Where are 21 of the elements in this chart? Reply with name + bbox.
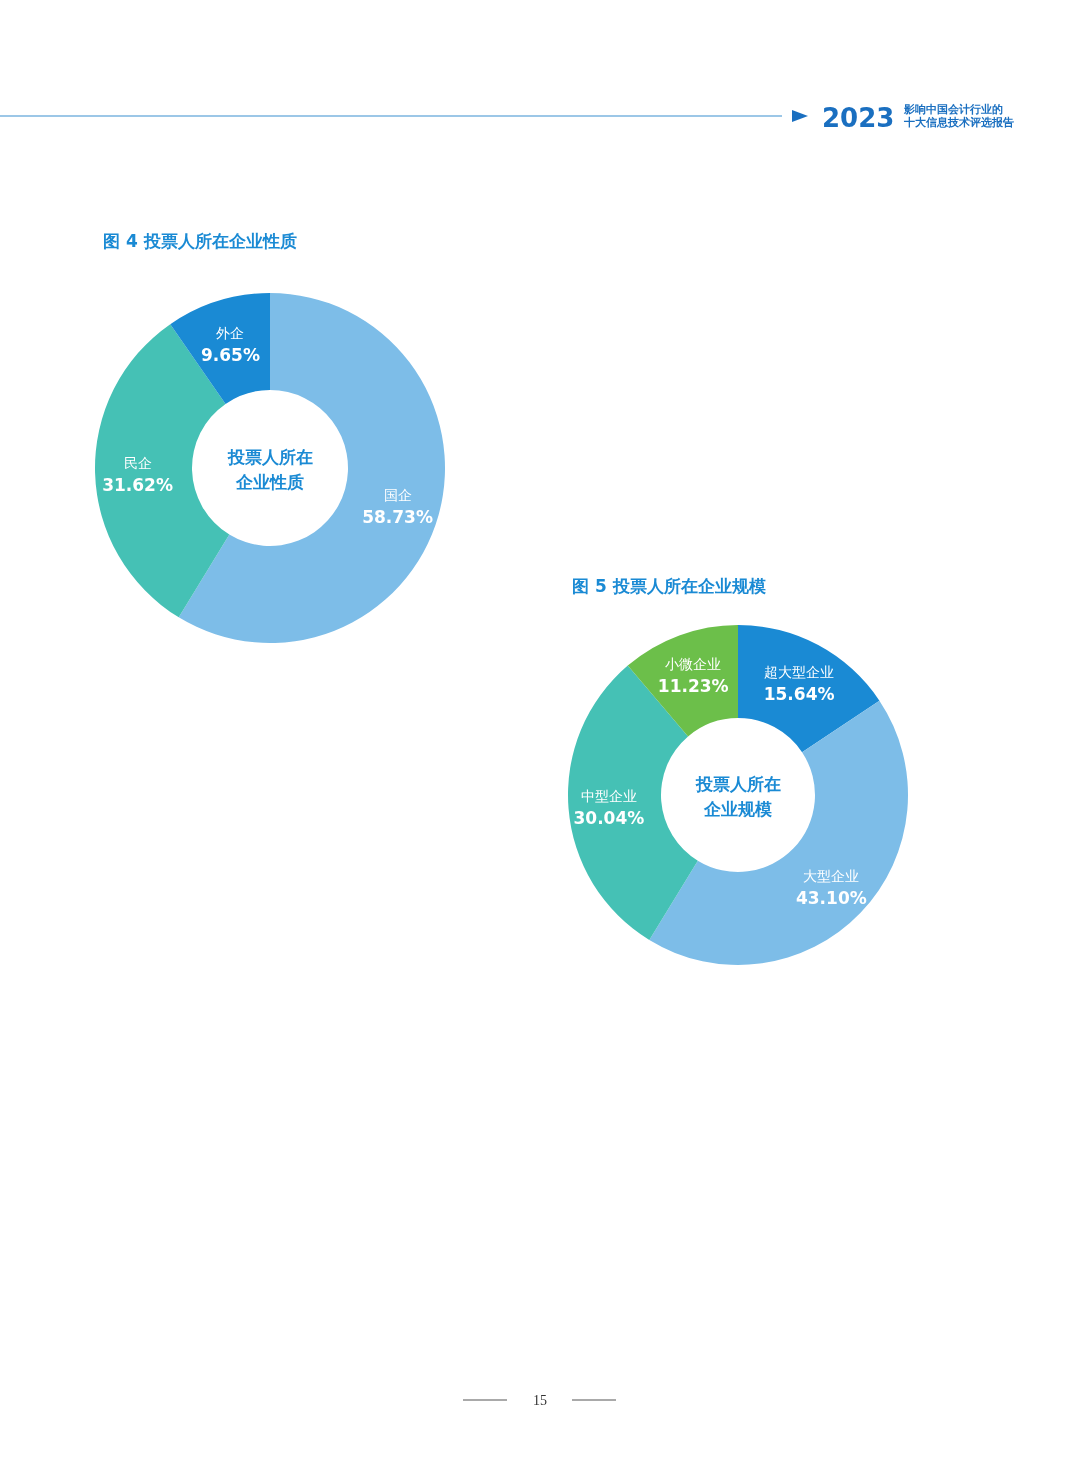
data-label: 30.04% — [573, 808, 645, 829]
text: 投票人所在企业规模 — [694, 774, 781, 819]
data-label: 43.10% — [795, 887, 867, 908]
text: 影响中国会计行业的十大信息技术评选报告 — [903, 103, 1014, 129]
slice-label: 中型企业 — [580, 788, 637, 805]
text: 2023 — [822, 103, 895, 133]
chart-title: 图 4 投票人所在企业性质 — [103, 231, 297, 251]
data-label: 11.23% — [657, 676, 729, 697]
data-label: 58.73% — [362, 506, 433, 527]
slice-label: 超大型企业 — [764, 663, 835, 680]
text: 15 — [533, 1393, 547, 1408]
slice-label: 小微企业 — [665, 656, 722, 673]
text: 投票人所在企业性质 — [226, 447, 313, 492]
data-label: 31.62% — [102, 474, 173, 495]
chart-title: 图 5 投票人所在企业规模 — [572, 576, 766, 596]
data-label: 15.64% — [763, 683, 835, 704]
slice-label: 民企 — [123, 454, 152, 471]
slice-label: 国企 — [383, 486, 412, 503]
slice-label: 外企 — [216, 324, 245, 341]
data-label: 9.65% — [200, 344, 260, 365]
slice-label: 大型企业 — [803, 867, 860, 884]
